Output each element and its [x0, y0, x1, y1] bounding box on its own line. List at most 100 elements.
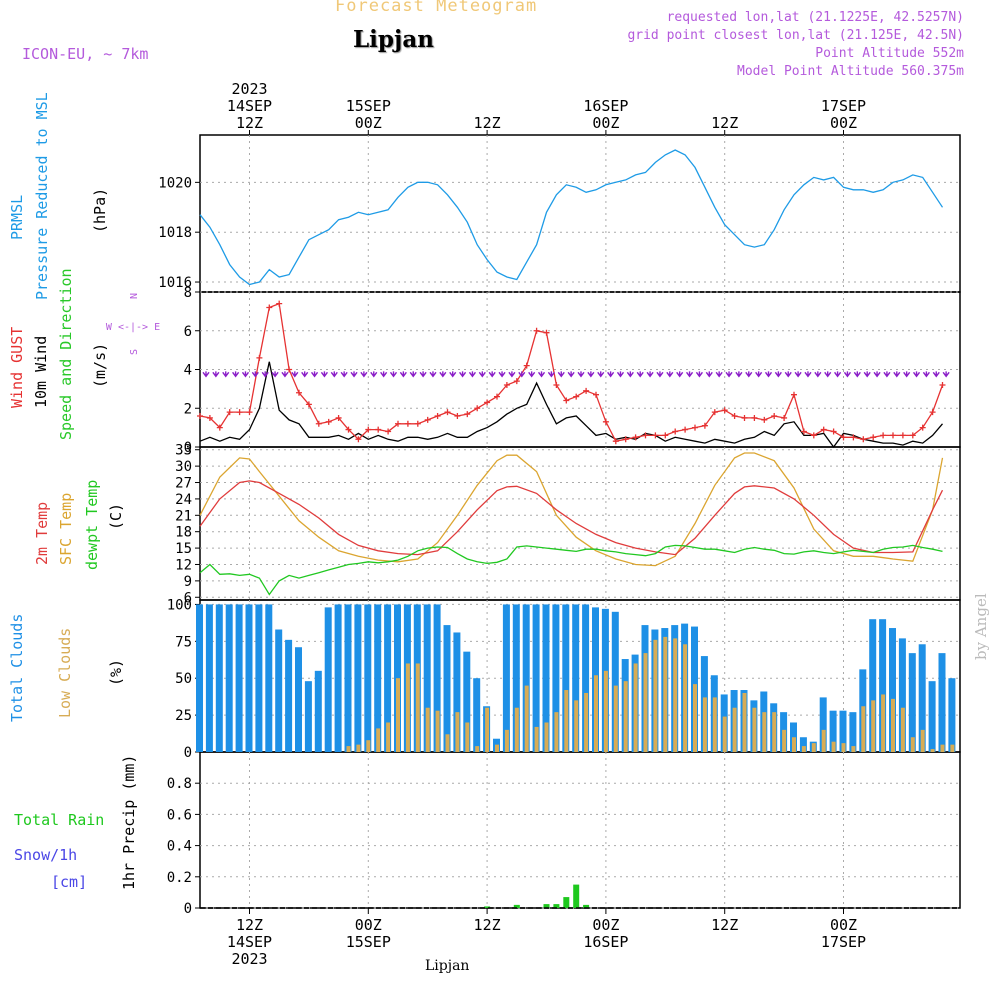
low-clouds-bar [821, 729, 826, 752]
total-clouds-bar [562, 604, 570, 752]
low-clouds-bar [514, 707, 519, 752]
low-clouds-bar [405, 663, 410, 752]
total-clouds-bar [819, 697, 827, 752]
wind-direction-barb [350, 371, 358, 378]
clouds-ytick-label: 50 [175, 671, 192, 687]
clouds-ytick-label: 75 [175, 634, 192, 650]
total-clouds-bar [205, 604, 213, 752]
low-clouds-bar [495, 744, 499, 752]
low-clouds-bar [376, 728, 381, 752]
wind-direction-barb [814, 371, 822, 378]
wind-direction-barb [271, 371, 279, 378]
top-time-label: 12Z [474, 114, 501, 132]
snow-label: Snow/1h [14, 846, 77, 864]
bottom-time-label: 00Z [830, 916, 857, 934]
temperature-ytick-label: 27 [175, 476, 192, 492]
wind-direction-barb [774, 371, 782, 378]
wind-direction-barb [557, 371, 565, 378]
wind-direction-barb [903, 371, 911, 378]
total-clouds-bar [423, 604, 431, 752]
prmsl-line [199, 149, 944, 286]
gust-line-marker [494, 393, 500, 400]
wind-direction-barb [567, 371, 575, 378]
gust-line-marker [355, 436, 362, 443]
top-time-label: 00Z [592, 114, 619, 132]
wind-direction-barb [449, 371, 457, 378]
dewpt-line [199, 544, 943, 596]
total-clouds-bar [829, 710, 837, 752]
wind-direction-barb [429, 371, 437, 378]
total-clouds-bar [938, 653, 946, 752]
wind-direction-barb [202, 371, 210, 378]
gust-line-marker [375, 426, 382, 433]
low-clouds-bar [712, 697, 717, 752]
wind-direction-barb [893, 371, 901, 378]
low-clouds-bar [534, 726, 539, 752]
pressure-ytick-label: 1020 [158, 175, 192, 191]
low-clouds-bar [792, 737, 796, 752]
compass-south: S [129, 349, 140, 355]
low-clouds-bar [752, 707, 757, 752]
total-clouds-bar [948, 678, 956, 752]
total-clouds-bar [898, 638, 906, 752]
wind-direction-barb [666, 371, 674, 378]
low-clouds-bar [584, 692, 589, 752]
gust-line-marker [523, 362, 530, 369]
total-clouds-bar [572, 604, 580, 752]
low-clouds-bar [673, 638, 678, 752]
temp2m-label: 2m Temp [33, 502, 51, 565]
wind-direction-barb [370, 371, 378, 378]
wind-direction-barb [518, 371, 526, 378]
total-clouds-bar [879, 619, 887, 752]
gust-line-marker [672, 428, 679, 435]
wind-direction-barb [695, 371, 703, 378]
wind-direction-barb [508, 371, 516, 378]
gust-line-marker [583, 387, 590, 394]
temperature-ytick-label: 9 [184, 574, 192, 590]
gust-line-marker [276, 300, 283, 307]
gust-line-marker [890, 432, 896, 439]
gust-line-marker [414, 420, 421, 427]
model-label: ICON-EU, ~ 7km [22, 45, 149, 63]
gust-line-marker [731, 413, 738, 419]
low-clouds-bar [950, 744, 955, 752]
requested-coords: requested lon,lat (21.1225E, 42.5257N) [666, 10, 964, 25]
wind-direction-barb [735, 371, 743, 378]
low-clouds-bar [643, 653, 648, 752]
low-clouds-bar [762, 712, 767, 752]
low-clouds-bar [475, 746, 480, 752]
gust-line-marker [602, 418, 609, 425]
top-time-label: 2023 [231, 80, 267, 98]
wind-direction-barb [577, 371, 585, 378]
gust-line-marker [454, 413, 461, 419]
wind-direction-barb [419, 371, 427, 378]
low-clouds-bar [772, 712, 777, 752]
wind-direction-barb [251, 371, 259, 378]
clouds-ytick-label: 25 [175, 708, 192, 724]
total-clouds-bar [453, 632, 461, 752]
total-clouds-bar [235, 604, 243, 752]
gust-line-marker [929, 409, 936, 416]
gust-line-marker [899, 432, 906, 439]
temperature-ytick-label: 18 [175, 525, 192, 541]
low-clouds-bar [524, 685, 529, 752]
temperature-ytick-label: 12 [175, 557, 192, 573]
wind-ytick-label: 6 [184, 324, 192, 340]
low-clouds-bar [603, 670, 608, 752]
wind-ytick-label: 2 [184, 401, 192, 417]
low-clouds-bar [693, 684, 697, 752]
wind-direction-barb [626, 371, 634, 378]
low-clouds-bar [346, 746, 351, 752]
wind-direction-barb [232, 371, 240, 378]
total-clouds-bar [384, 604, 392, 752]
gust-line-marker [385, 428, 392, 435]
wind-direction-barb [301, 371, 309, 378]
wind-direction-barb [528, 371, 536, 378]
gust-line-marker [593, 391, 599, 398]
wind-direction-barb [804, 371, 812, 378]
precip-ytick-label: 0.8 [167, 776, 192, 792]
sfc-temp-line [199, 452, 944, 567]
top-time-label: 17SEP [821, 97, 866, 115]
low-clouds-bar [702, 697, 707, 752]
